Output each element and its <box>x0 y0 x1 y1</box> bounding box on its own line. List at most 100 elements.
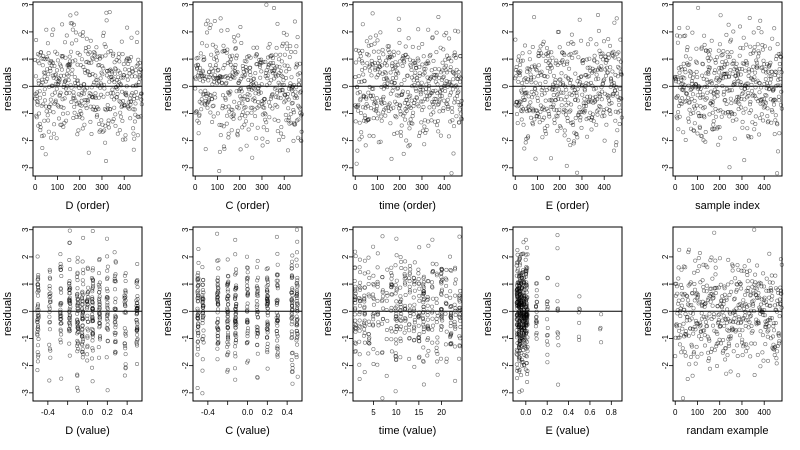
data-point <box>723 346 728 351</box>
data-point <box>594 72 599 77</box>
y-tick-label: 2 <box>181 29 190 34</box>
data-point <box>102 86 107 91</box>
data-point <box>76 346 81 351</box>
data-point <box>277 137 282 142</box>
data-point <box>423 90 428 95</box>
data-point <box>769 108 774 113</box>
data-point <box>139 91 144 96</box>
data-point <box>99 83 104 88</box>
data-point <box>116 55 121 60</box>
data-point <box>54 86 59 91</box>
data-point <box>368 106 373 111</box>
data-point <box>762 62 767 67</box>
data-point <box>721 110 726 115</box>
data-point <box>555 306 560 311</box>
data-point <box>291 92 296 97</box>
data-point <box>396 16 401 21</box>
data-point <box>613 118 618 123</box>
data-point <box>701 76 706 81</box>
data-point <box>196 293 201 298</box>
data-point <box>67 327 72 332</box>
data-point <box>105 302 110 307</box>
data-point <box>746 285 751 290</box>
data-point <box>544 131 549 136</box>
data-point <box>382 101 387 106</box>
data-point <box>766 87 771 92</box>
data-point <box>240 125 245 130</box>
data-point <box>361 333 366 338</box>
y-tick-label: 2 <box>21 254 30 259</box>
data-point <box>751 30 756 35</box>
data-point <box>36 314 41 319</box>
data-point <box>80 339 85 344</box>
data-point <box>385 78 390 83</box>
data-point <box>602 77 607 82</box>
data-point <box>226 342 231 347</box>
data-point <box>75 303 80 308</box>
data-point <box>278 88 283 93</box>
data-point <box>225 287 230 292</box>
data-point <box>234 285 239 290</box>
data-point <box>269 92 274 97</box>
data-point <box>257 64 262 69</box>
data-point <box>441 108 446 113</box>
data-point <box>610 93 615 98</box>
data-point <box>233 311 238 316</box>
data-point <box>701 314 706 319</box>
data-point <box>295 374 300 379</box>
data-point <box>709 255 714 260</box>
data-point <box>528 77 533 82</box>
data-point <box>279 131 284 136</box>
data-point <box>727 343 732 348</box>
data-point <box>398 308 403 313</box>
data-point <box>403 318 408 323</box>
data-point <box>373 67 378 72</box>
data-point <box>547 98 552 103</box>
data-point <box>40 53 45 58</box>
data-point <box>71 90 76 95</box>
data-point <box>417 298 422 303</box>
data-point <box>123 352 128 357</box>
data-point <box>555 282 560 287</box>
data-point <box>198 89 203 94</box>
data-point <box>525 252 530 257</box>
data-point <box>447 93 452 98</box>
data-point <box>265 327 270 332</box>
data-point <box>523 91 528 96</box>
data-point <box>196 63 201 68</box>
data-point <box>702 328 707 333</box>
data-point <box>519 117 524 122</box>
data-point <box>685 376 690 381</box>
data-point <box>588 37 593 42</box>
data-point <box>48 102 53 107</box>
data-point <box>67 281 72 286</box>
data-point <box>251 77 256 82</box>
data-point <box>42 98 47 103</box>
data-point <box>104 296 109 301</box>
data-point <box>411 312 416 317</box>
data-point <box>693 258 698 263</box>
data-point <box>85 326 90 331</box>
data-point <box>265 289 270 294</box>
x-tick-label: 0.8 <box>606 408 618 417</box>
data-point <box>101 30 106 35</box>
data-point <box>571 41 576 46</box>
data-point <box>772 26 777 31</box>
data-point <box>565 115 570 120</box>
data-point <box>761 313 766 318</box>
data-point <box>274 328 279 333</box>
data-point <box>444 101 449 106</box>
data-point <box>423 96 428 101</box>
data-point <box>137 60 142 65</box>
data-point <box>366 90 371 95</box>
data-point <box>515 248 520 253</box>
data-point <box>233 330 238 335</box>
data-point <box>391 85 396 90</box>
data-point <box>571 139 576 144</box>
data-point <box>432 96 437 101</box>
data-point <box>242 94 247 99</box>
data-point <box>699 336 704 341</box>
data-point <box>673 354 678 359</box>
data-point <box>596 107 601 112</box>
